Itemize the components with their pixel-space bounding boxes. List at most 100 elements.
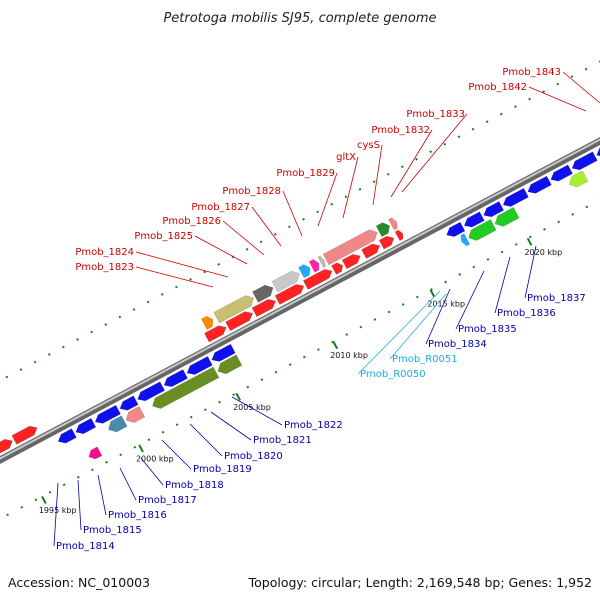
minor-tick xyxy=(133,445,137,449)
minor-tick xyxy=(387,310,391,314)
minor-tick xyxy=(288,363,292,366)
bottom-gene-label-leader xyxy=(53,482,59,547)
reverse-gene xyxy=(94,404,121,424)
tick-label: 1995 kbp xyxy=(39,506,77,515)
forward-gene xyxy=(341,254,361,270)
reverse-gene xyxy=(463,211,485,228)
minor-tick xyxy=(528,97,531,101)
rna-gene-label-leader xyxy=(389,293,447,360)
top-gene-label: Pmob_1833 xyxy=(406,109,465,120)
top-gene-label-leader xyxy=(401,113,468,193)
top-gene-label: Pmob_1832 xyxy=(371,125,430,136)
minor-tick xyxy=(288,225,291,229)
reverse-gene xyxy=(483,201,505,218)
minor-tick xyxy=(302,217,305,221)
minor-tick xyxy=(330,202,334,206)
reverse-gene-inner xyxy=(460,233,471,247)
minor-tick xyxy=(557,220,560,224)
forward-gene xyxy=(302,269,333,290)
minor-tick xyxy=(584,67,588,71)
minor-tick xyxy=(189,278,192,281)
reverse-gene xyxy=(446,221,466,237)
minor-tick xyxy=(62,345,65,349)
rna-gene-label-leader xyxy=(357,290,441,375)
minor-tick xyxy=(245,248,249,251)
bottom-gene-label-leader xyxy=(119,467,137,501)
minor-tick xyxy=(34,498,38,502)
forward-gene xyxy=(361,243,381,259)
minor-tick xyxy=(260,378,264,381)
label-leaders xyxy=(53,71,600,547)
minor-tick xyxy=(90,330,93,334)
reverse-gene xyxy=(137,381,166,402)
minor-tick xyxy=(118,315,122,319)
minor-tick xyxy=(6,513,9,517)
bottom-gene-label: Pmob_1818 xyxy=(165,480,224,491)
top-gene-label-leader xyxy=(194,235,248,265)
minor-tick xyxy=(542,90,546,93)
minor-tick xyxy=(499,112,503,116)
major-tick xyxy=(332,341,339,350)
bottom-gene-label: Pmob_1817 xyxy=(138,495,197,506)
minor-tick xyxy=(514,105,517,109)
minor-tick xyxy=(429,150,433,154)
gene-tracks xyxy=(0,147,600,460)
minor-tick xyxy=(316,210,320,214)
tick-label: 2005 kbp xyxy=(233,403,271,412)
top-gene-label-leader xyxy=(135,266,214,288)
rna-gene-label: Pmob_R0050 xyxy=(360,369,426,380)
minor-tick xyxy=(486,258,490,261)
forward-gene-outer xyxy=(298,264,311,279)
minor-tick xyxy=(19,368,23,371)
top-gene-label-leader xyxy=(251,206,282,247)
bottom-gene-label: Pmob_1836 xyxy=(497,308,556,319)
minor-tick xyxy=(345,333,349,336)
top-gene-label-leader xyxy=(282,190,303,237)
minor-tick xyxy=(514,243,518,246)
minor-tick xyxy=(62,483,66,487)
minor-tick xyxy=(147,438,151,442)
minor-tick xyxy=(570,75,574,78)
forward-gene-outer xyxy=(317,255,326,268)
reverse-gene xyxy=(163,369,188,388)
top-gene-label: Pmob_1826 xyxy=(162,216,221,227)
minor-tick xyxy=(20,505,24,509)
forward-gene-outer xyxy=(271,270,300,293)
major-tick xyxy=(235,392,241,401)
reverse-gene xyxy=(211,343,236,362)
minor-tick xyxy=(161,430,165,434)
minor-tick xyxy=(232,393,236,397)
top-gene-label: gltX xyxy=(336,152,356,163)
reverse-gene xyxy=(571,151,598,171)
minor-tick xyxy=(472,265,476,269)
top-gene-label: cysS xyxy=(357,140,380,151)
minor-tick xyxy=(246,385,250,389)
forward-gene xyxy=(204,325,227,343)
bottom-gene-label: Pmob_1819 xyxy=(193,464,252,475)
reverse-gene xyxy=(119,395,139,411)
forward-gene-outer xyxy=(201,315,214,330)
reverse-gene xyxy=(550,164,573,182)
top-gene-label: Pmob_1842 xyxy=(468,82,527,93)
minor-tick xyxy=(443,142,447,146)
forward-gene xyxy=(274,284,305,305)
reverse-gene-inner xyxy=(217,354,243,375)
minor-tick xyxy=(372,180,376,184)
minor-tick xyxy=(119,453,123,457)
bottom-gene-label-leader xyxy=(97,474,107,516)
minor-tick xyxy=(259,240,263,244)
bottom-gene-label-leader xyxy=(494,256,511,314)
backbone-highlight xyxy=(0,138,600,460)
major-tick xyxy=(41,496,47,505)
bottom-gene-label: Pmob_1821 xyxy=(253,435,312,446)
reverse-gene xyxy=(75,418,97,435)
minor-tick xyxy=(175,285,178,289)
top-gene-label-leader xyxy=(222,220,265,256)
forward-gene xyxy=(251,299,276,318)
top-gene-label-leader xyxy=(528,86,587,112)
rna-gene-label: Pmob_R0051 xyxy=(392,354,458,365)
top-gene-label: Pmob_1825 xyxy=(134,231,193,242)
minor-tick xyxy=(105,460,108,464)
